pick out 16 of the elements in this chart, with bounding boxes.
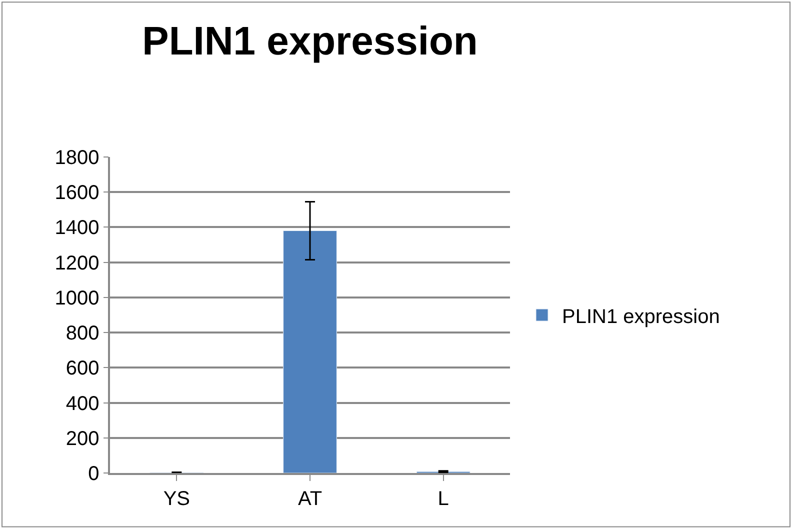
y-tick-label: 0 [88,463,100,485]
y-tick-label: 1400 [54,217,100,240]
y-tick-label: 1200 [54,252,100,274]
x-tick-label: L [438,488,449,510]
y-tick-label: 400 [66,392,100,415]
legend-label: PLIN1 expression [562,306,720,328]
y-tick-label: 800 [66,322,100,345]
y-tick-label: 1000 [54,287,100,310]
chart-title: PLIN1 expression [142,19,478,64]
bar [283,230,337,473]
x-tick-label: YS [163,488,190,510]
x-tick-label: AT [298,488,322,510]
y-tick-label: 1800 [54,147,100,169]
y-tick-label: 600 [66,358,100,380]
y-tick-label: 200 [66,428,100,450]
y-tick-label: 1600 [54,182,100,204]
